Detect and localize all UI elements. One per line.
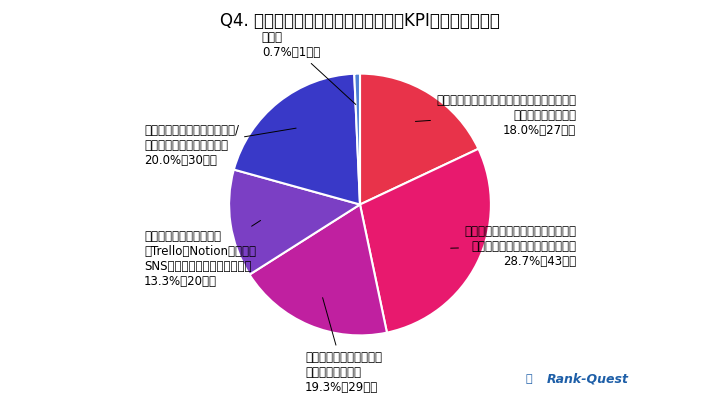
Text: 週や月ごとのコンテンツカレンダーを作り、
計画的に進めている
18.0%（27名）: 週や月ごとのコンテンツカレンダーを作り、 計画的に進めている 18.0%（27名… [415,94,576,137]
Text: 🔷: 🔷 [526,374,532,384]
Wedge shape [229,170,360,275]
Text: 思いついたタイミングで
随時投稿している
19.3%（29名）: 思いついたタイミングで 随時投稿している 19.3%（29名） [305,298,382,393]
Text: その他
0.7%（1名）: その他 0.7%（1名） [262,31,356,105]
Wedge shape [234,74,360,205]
Wedge shape [354,74,360,205]
Wedge shape [360,74,479,205]
Text: Rank-Quest: Rank-Quest [547,373,629,385]
Text: Q4. 運用開始時に最も重視した目標（KPI）は何ですか？: Q4. 運用開始時に最も重視した目標（KPI）は何ですか？ [220,12,500,30]
Text: 特に決まった管理方法はない/
担当者の裁量に任せている
20.0%（30名）: 特に決まった管理方法はない/ 担当者の裁量に任せている 20.0%（30名） [144,124,296,167]
Wedge shape [360,149,491,332]
Text: スケジュール管理ツール
（Trello、Notionなど）や
SNS管理ツールを活用している
13.3%（20名）: スケジュール管理ツール （Trello、Notionなど）や SNS管理ツールを… [144,221,261,288]
Wedge shape [249,205,387,335]
Text: 大まかな計画はあるが、時事ネタや
社内状況によって柔軟に変更する
28.7%（43名）: 大まかな計画はあるが、時事ネタや 社内状況によって柔軟に変更する 28.7%（4… [451,225,576,268]
